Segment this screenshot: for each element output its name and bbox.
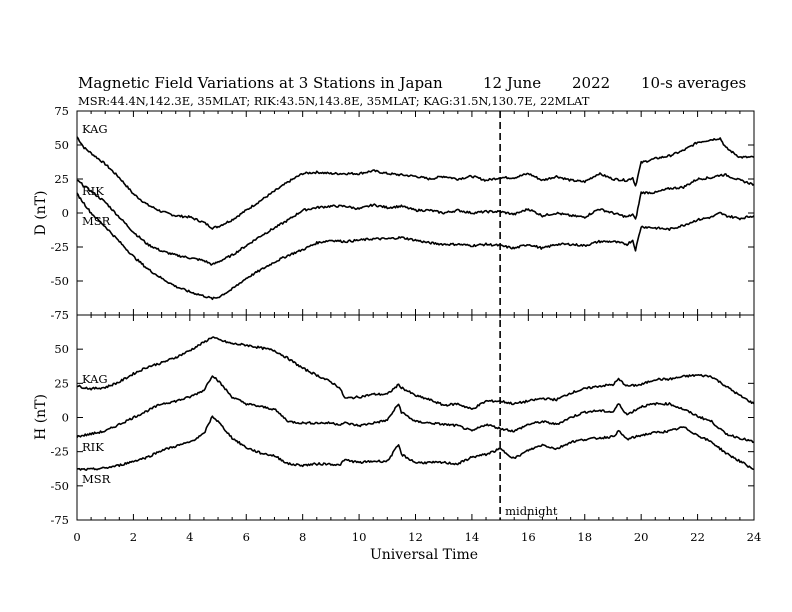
h-series-label-msr: MSR (82, 472, 111, 486)
d-ytick-label-0: 75 (54, 104, 69, 118)
xtick-label-3: 6 (243, 530, 250, 544)
xtick-label-4: 8 (299, 530, 306, 544)
xtick-label-6: 12 (408, 530, 423, 544)
h-ytick-label-5: -75 (50, 513, 69, 527)
d-trace-kag (76, 136, 755, 230)
d-ytick-label-5: -50 (50, 274, 69, 288)
xtick-label-2: 4 (186, 530, 193, 544)
xtick-label-7: 14 (465, 530, 480, 544)
chart-title: Magnetic Field Variations at 3 Stations … (78, 74, 443, 92)
d-panel-ticks: 75 50 25 0 -25 -50 -75 (50, 104, 755, 322)
h-ytick-label-4: -50 (50, 479, 69, 493)
xtick-label-12: 24 (747, 530, 762, 544)
d-series-label-rik: RIK (82, 184, 104, 198)
h-trace-msr (76, 415, 755, 471)
d-axis-label: D (nT) (33, 191, 49, 236)
d-trace-msr (76, 192, 755, 301)
d-ytick-label-4: -25 (50, 240, 69, 254)
chart-averaging: 10-s averages (641, 74, 746, 92)
xtick-label-0: 0 (73, 530, 80, 544)
d-series-label-msr: MSR (82, 214, 111, 228)
h-series-label-rik: RIK (82, 440, 104, 454)
h-ytick-label-3: -25 (50, 445, 69, 459)
xtick-label-9: 18 (577, 530, 592, 544)
d-trace-rik (76, 173, 755, 266)
d-panel-traces (76, 136, 755, 301)
h-ytick-label-1: 25 (54, 376, 69, 390)
h-trace-kag (76, 336, 755, 410)
chart-subtitle: MSR:44.4N,142.3E, 35MLAT; RIK:43.5N,143.… (78, 94, 590, 108)
h-trace-rik (76, 375, 755, 444)
d-ytick-label-3: 0 (62, 206, 69, 220)
h-axis-label: H (nT) (33, 394, 49, 440)
xtick-label-10: 20 (634, 530, 649, 544)
xtick-label-8: 16 (521, 530, 536, 544)
h-series-label-kag: KAG (82, 372, 108, 386)
d-series-label-kag: KAG (82, 122, 108, 136)
xtick-label-5: 10 (352, 530, 367, 544)
chart-year: 2022 (572, 74, 610, 92)
midnight-label: midnight (505, 504, 558, 518)
d-ytick-label-1: 50 (54, 138, 69, 152)
x-axis-ticks: 0 2 4 6 8 10 12 14 16 18 20 22 24 (73, 530, 761, 544)
h-ytick-label-2: 0 (62, 411, 69, 425)
d-ytick-label-2: 25 (54, 172, 69, 186)
xtick-label-11: 22 (690, 530, 705, 544)
chart-date: 12 June (483, 74, 541, 92)
x-axis-label: Universal Time (370, 547, 478, 563)
h-panel-ticks: 50 25 0 -25 -50 -75 (50, 315, 755, 527)
xtick-label-1: 2 (130, 530, 137, 544)
h-panel-frame (76, 314, 755, 521)
h-panel-traces (76, 336, 755, 471)
d-ytick-label-6: -75 (50, 308, 69, 322)
d-panel-frame (76, 110, 755, 316)
h-ytick-label-0: 50 (54, 342, 69, 356)
